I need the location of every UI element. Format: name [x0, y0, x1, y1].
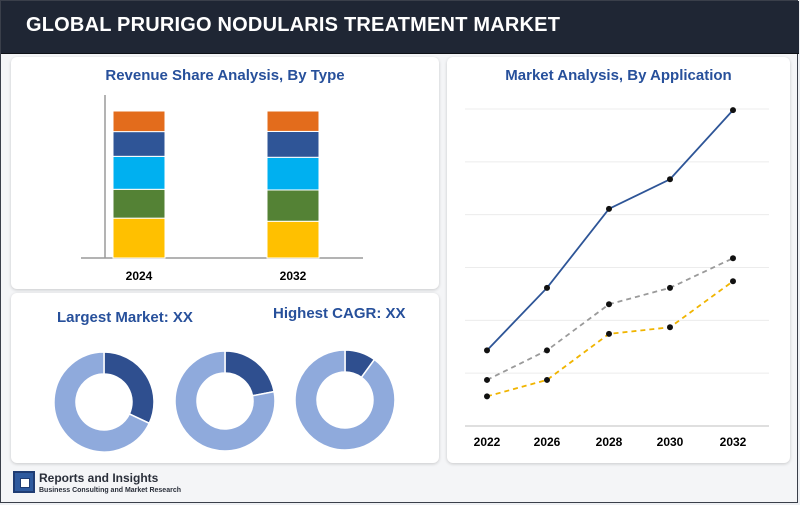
x-tick-label: 2022	[474, 435, 501, 449]
data-point	[606, 205, 612, 212]
bar-segment	[266, 156, 320, 191]
series-line	[486, 280, 734, 398]
data-point	[730, 278, 736, 285]
data-point	[484, 393, 490, 400]
x-tick-label: 2026	[534, 435, 561, 449]
line-chart-title: Market Analysis, By Application	[505, 67, 732, 84]
data-point	[484, 347, 490, 354]
data-point	[606, 330, 612, 337]
bar-chart-panel: Revenue Share Analysis, By Type 2024 2032	[11, 57, 439, 289]
bar-segment	[112, 155, 166, 190]
highest-cagr-label: Highest CAGR: XX	[273, 305, 406, 322]
brand-tagline: Business Consulting and Market Research	[39, 487, 181, 494]
series-line	[486, 257, 734, 381]
bar-segment	[112, 110, 166, 133]
data-point	[544, 284, 550, 291]
bar-segment	[112, 217, 166, 259]
data-point	[730, 107, 736, 114]
bar-segment	[112, 188, 166, 219]
data-point	[544, 347, 550, 354]
data-point	[730, 255, 736, 262]
stacked-bar-chart: 2024 2032	[81, 95, 363, 283]
x-tick-label: 2030	[657, 435, 684, 449]
donut-slice	[294, 349, 396, 451]
x-tick-label: 2032	[720, 435, 747, 449]
data-point	[667, 284, 673, 291]
largest-market-label: Largest Market: XX	[57, 309, 193, 326]
donut-panel: Largest Market: XX Highest CAGR: XX	[11, 293, 439, 463]
data-point	[606, 301, 612, 308]
title-bar: GLOBAL PRURIGO NODULARIS TREATMENT MARKE…	[1, 1, 799, 54]
page-title: GLOBAL PRURIGO NODULARIS TREATMENT MARKE…	[26, 14, 561, 36]
bar-chart-title: Revenue Share Analysis, By Type	[105, 67, 345, 84]
data-point	[544, 376, 550, 383]
data-point	[667, 176, 673, 183]
bar-segment	[112, 131, 166, 157]
brand-logo-icon	[13, 471, 35, 493]
data-point	[667, 324, 673, 331]
x-tick-label: 2032	[280, 269, 307, 283]
donut-slice	[224, 350, 275, 397]
bar-segment	[266, 130, 320, 158]
bar-segment	[266, 110, 320, 132]
line-chart-panel: Market Analysis, By Application 2022 2026…	[447, 57, 790, 463]
series-line	[486, 109, 734, 351]
donut-slice	[103, 351, 155, 425]
data-point	[484, 376, 490, 383]
line-chart: 2022 2026 2028 2030 2032	[465, 107, 769, 449]
x-tick-label: 2028	[596, 435, 623, 449]
bar-segment	[266, 189, 320, 222]
donut-slice	[53, 351, 151, 453]
bar-segment	[266, 220, 320, 259]
donut-slice	[174, 350, 276, 452]
donut-charts	[53, 349, 396, 453]
brand-name: Reports and Insights	[39, 471, 159, 485]
x-tick-label: 2024	[126, 269, 153, 283]
